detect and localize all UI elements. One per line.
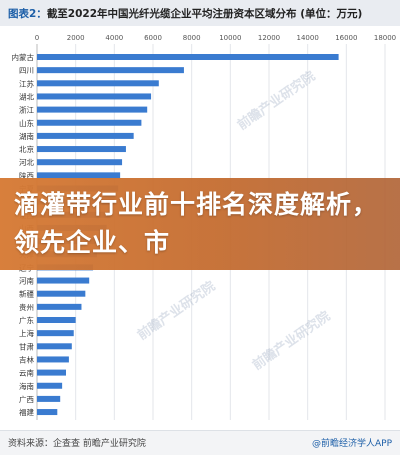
category-label: 四川 [19,66,34,75]
x-tick-label: 10000 [219,34,241,42]
article-title-banner[interactable]: 滴灌带行业前十排名深度解析，领先企业、市 [0,178,400,270]
bar [37,106,148,113]
category-label: 吉林 [19,354,34,364]
bar [37,172,121,179]
brand-label: @前瞻经济学人APP [311,439,392,449]
bar [37,67,184,74]
x-tick-label: 4000 [105,34,123,42]
bar [37,330,74,337]
bar [37,356,69,363]
category-label: 陕西 [19,170,34,180]
category-label: 海南 [19,381,34,391]
category-label: 江苏 [19,78,34,88]
bar [37,80,159,87]
bar [37,343,72,350]
source-note: 资料来源：企查查 前瞻产业研究院 [8,439,146,449]
category-label: 甘肃 [19,341,34,351]
category-label: 广西 [19,394,34,404]
bar [37,382,63,389]
bar [37,317,76,323]
x-tick-label: 12000 [258,34,280,42]
x-tick-label: 18000 [374,34,396,42]
x-tick-label: 2000 [67,34,85,42]
bar [37,277,90,284]
category-label: 云南 [19,368,34,378]
category-label: 新疆 [19,289,34,299]
bar [37,93,152,100]
bar [37,146,126,153]
x-tick-label: 14000 [297,34,319,42]
category-label: 广东 [19,315,34,325]
bar [37,119,142,126]
bar [37,395,61,402]
bar [37,54,339,60]
bar [37,132,134,139]
x-tick-label: 0 [35,34,39,42]
article-title[interactable]: 滴灌带行业前十排名深度解析，领先企业、市 [14,190,379,257]
category-label: 山东 [19,118,34,128]
category-label: 浙江 [19,105,34,115]
category-label: 河北 [19,158,34,167]
category-label: 贵州 [19,302,34,312]
x-tick-label: 6000 [144,34,162,42]
chart-title: 图表2：截至2022年中国光纤光缆企业平均注册资本区域分布 (单位：万元) [8,6,362,21]
bar [37,369,66,376]
category-label: 湖北 [19,92,34,101]
bar [37,303,82,310]
chart-footer: 资料来源：企查查 前瞻产业研究院 @前瞻经济学人APP [0,430,400,455]
bar [37,159,123,166]
chart-title-text: 截至2022年中国光纤光缆企业平均注册资本区域分布 (单位：万元) [46,8,363,20]
category-label: 河南 [19,276,34,286]
bar [37,290,86,297]
category-label: 上海 [19,328,34,338]
category-label: 内蒙古 [12,52,35,62]
category-label: 福建 [19,407,34,417]
category-label: 北京 [19,144,34,154]
chart-title-prefix: 图表2： [8,8,47,20]
category-label: 湖南 [19,131,34,141]
bar [37,409,58,416]
chart-title-bar: 图表2：截至2022年中国光纤光缆企业平均注册资本区域分布 (单位：万元) [0,0,400,26]
x-tick-label: 8000 [183,34,201,42]
x-tick-label: 16000 [335,34,357,42]
